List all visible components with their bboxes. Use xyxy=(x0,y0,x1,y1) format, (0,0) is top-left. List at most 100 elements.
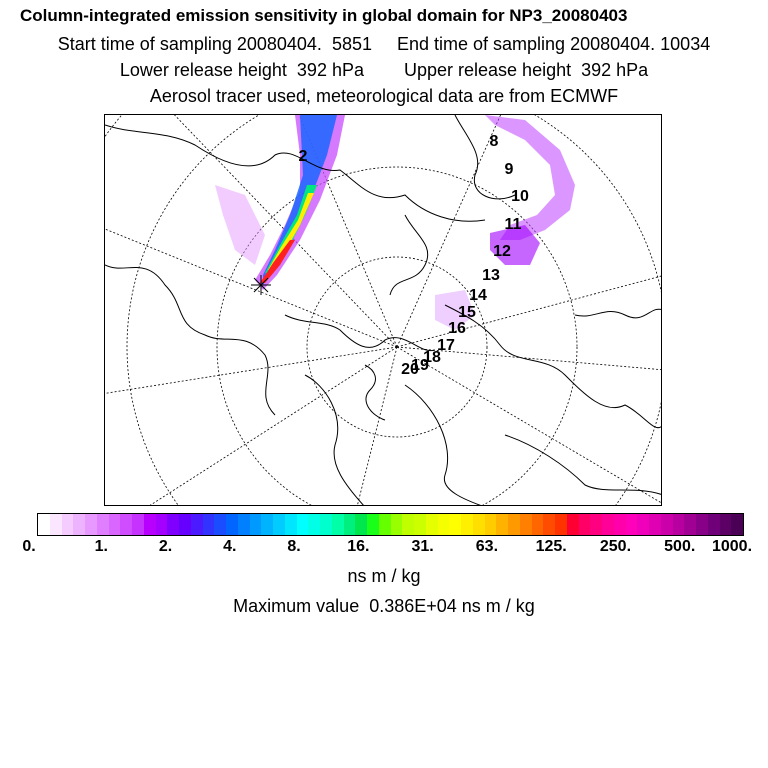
colorbar-segment xyxy=(331,514,344,535)
colorbar-segment xyxy=(202,514,215,535)
colorbar-segment xyxy=(696,514,708,535)
colorbar-segment xyxy=(85,514,97,535)
colorbar-segment xyxy=(684,514,696,535)
colorbar-segment xyxy=(437,514,450,535)
colorbar-segment xyxy=(96,514,109,535)
colorbar-tick-label: 8. xyxy=(287,538,301,555)
colorbar-segment xyxy=(155,514,168,535)
colorbar-tick-label: 250. xyxy=(599,538,632,555)
release-height-line: Lower release height 392 hPa Upper relea… xyxy=(119,60,649,80)
release-point-marker xyxy=(251,275,271,295)
colorbar-segment xyxy=(660,514,673,535)
day-label-16: 16 xyxy=(448,320,466,337)
plume-west-fringe xyxy=(215,185,265,265)
plot-title: Column-integrated emission sensitivity i… xyxy=(20,6,628,25)
colorbar-segment xyxy=(214,514,226,535)
colorbar-segment xyxy=(531,514,544,535)
colorbar-segment xyxy=(132,514,144,535)
latitude-circle-70 xyxy=(216,166,578,505)
meridian-line xyxy=(357,346,398,505)
colorbar-segment xyxy=(308,514,320,535)
colorbar-tick-label: 1. xyxy=(94,538,108,555)
colorbar-segment xyxy=(108,514,121,535)
coastline xyxy=(454,115,516,200)
map-graphics xyxy=(105,115,661,505)
day-label-12: 12 xyxy=(493,243,511,260)
meridian-line xyxy=(149,346,398,505)
latitude-circle-60 xyxy=(126,115,661,505)
emission-sensitivity-field xyxy=(215,115,575,330)
colorbar-tick-labels: 0. 1. 2. 4. 8. 16. 31. 63. 125. 250. 500. 1000. xyxy=(0,538,768,560)
colorbar-segment xyxy=(590,514,602,535)
colorbar-segment xyxy=(472,514,485,535)
colorbar-tick-label: 16. xyxy=(347,538,370,555)
colorbar-tick-label: 1000. xyxy=(711,538,753,555)
colorbar-segment xyxy=(566,514,579,535)
colorbar-segment xyxy=(167,514,179,535)
tracer-info-line: Aerosol tracer used, meteorological data… xyxy=(149,86,619,106)
coastline xyxy=(389,214,429,296)
colorbar-segment xyxy=(414,514,426,535)
colorbar-tick-label: 31. xyxy=(411,538,434,555)
colorbar-segment xyxy=(273,514,285,535)
colorbar-segment xyxy=(613,514,626,535)
coastline xyxy=(364,364,386,421)
colorbar-segment xyxy=(226,514,238,535)
day-label-14: 14 xyxy=(469,287,487,304)
day-label-17: 17 xyxy=(437,337,455,354)
colorbar-segment xyxy=(719,514,732,535)
colorbar-segment xyxy=(449,514,461,535)
latitude-circle-50 xyxy=(105,115,123,138)
plume-east-arc xyxy=(485,115,575,240)
polar-map: 2 8 9 10 11 12 13 14 15 16 17 18 19 20 xyxy=(104,114,662,506)
day-label-8: 8 xyxy=(489,133,499,150)
colorbar-segment xyxy=(249,514,262,535)
colorbar-segment xyxy=(484,514,497,535)
day-label-19: 19 xyxy=(411,357,429,374)
day-label-11: 11 xyxy=(504,216,522,233)
colorbar-segment xyxy=(425,514,438,535)
colorbar-tick-label: 0. xyxy=(22,538,36,555)
coastline xyxy=(404,384,481,505)
colorbar-tick-label: 4. xyxy=(223,538,237,555)
colorbar-segment xyxy=(649,514,661,535)
colorbar-segment xyxy=(672,514,685,535)
meridian-line xyxy=(105,346,398,394)
maximum-value-text: Maximum value 0.386E+04 ns m / kg xyxy=(233,596,535,616)
plume-red xyxy=(260,240,295,283)
colorbar-segment xyxy=(179,514,191,535)
colorbar-segment xyxy=(578,514,591,535)
meridian-line xyxy=(396,346,661,371)
colorbar-segment xyxy=(120,514,132,535)
meridian-line xyxy=(396,346,661,504)
colorbar-segment xyxy=(390,514,403,535)
coastline xyxy=(105,124,486,222)
colorbar-segment xyxy=(355,514,367,535)
day-label-9: 9 xyxy=(504,161,514,178)
latitude-circle-80 xyxy=(306,256,488,438)
colorbar-segment xyxy=(296,514,309,535)
meridian-line xyxy=(396,115,501,348)
colorbar-segment xyxy=(731,514,743,535)
day-label-13: 13 xyxy=(482,267,500,284)
colorbar-segment xyxy=(543,514,555,535)
colorbar-segment xyxy=(519,514,532,535)
colorbar-segment xyxy=(320,514,332,535)
colorbar-tick-label: 63. xyxy=(475,538,499,555)
colorbar-segment xyxy=(284,514,297,535)
colorbar-segment xyxy=(637,514,649,535)
coastline xyxy=(574,308,661,319)
coastline xyxy=(304,374,364,505)
colorbar-segment xyxy=(508,514,520,535)
plume-east-core xyxy=(490,225,540,265)
colorbar-segment xyxy=(461,514,473,535)
colorbar-tick-label: 125. xyxy=(535,538,567,555)
plume-yellow xyxy=(268,193,314,272)
day-label-10: 10 xyxy=(511,188,529,205)
colorbar-segment xyxy=(61,514,74,535)
colorbar-segment xyxy=(49,514,62,535)
colorbar-tick-label: 500. xyxy=(664,538,696,555)
colorbar-segment xyxy=(343,514,356,535)
coastline xyxy=(504,434,661,495)
colorbar-segment xyxy=(402,514,414,535)
